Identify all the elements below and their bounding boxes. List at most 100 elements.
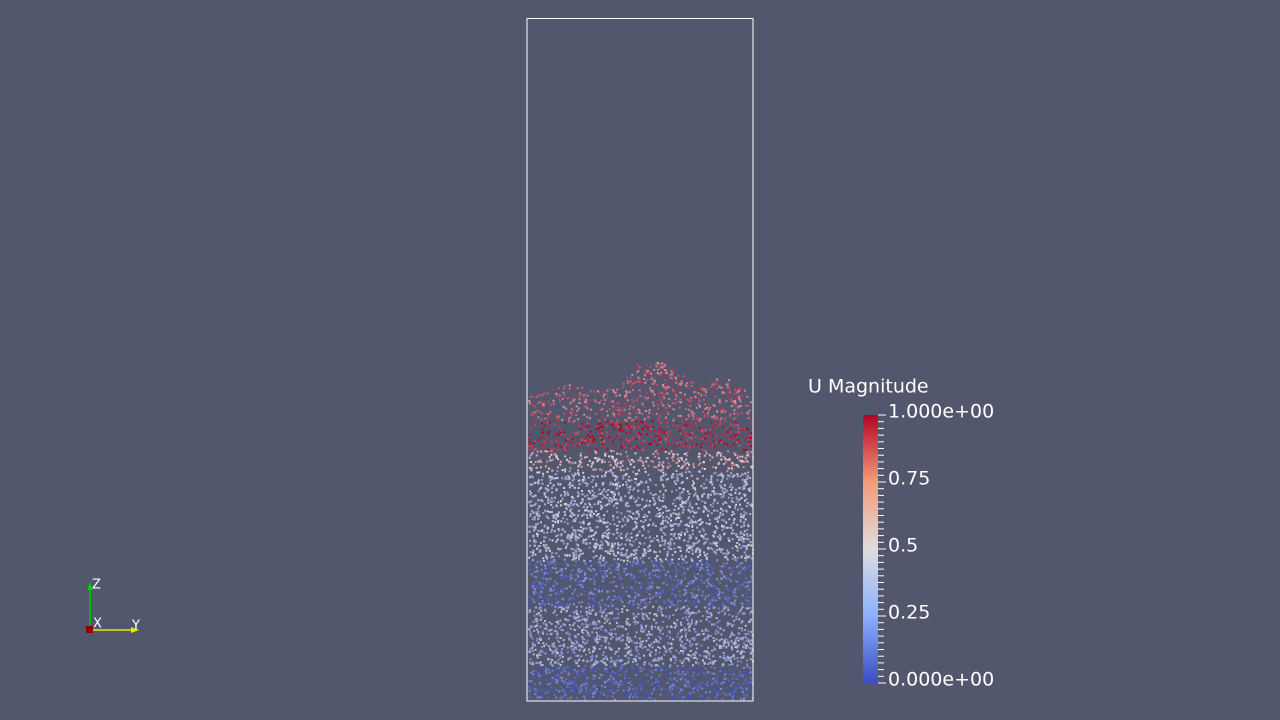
particle [700,667,703,670]
particle [682,465,684,468]
particle [542,557,545,560]
particle [563,643,566,646]
particle [537,654,540,657]
particle [691,580,694,582]
particle [594,547,597,550]
particle [730,689,733,692]
particle [681,573,684,576]
particle [750,436,753,439]
particle [592,570,595,573]
particle [671,626,674,629]
particle [576,409,579,412]
particle [547,467,550,470]
particle [592,646,595,649]
particle [676,576,678,579]
particle [701,388,704,391]
particle [638,582,641,584]
particle [691,506,694,509]
particle [554,655,557,658]
particle [605,664,608,666]
particle [703,414,706,417]
particle [548,511,551,513]
particle [532,551,535,554]
particle [572,475,575,478]
particle [745,672,748,675]
particle [734,567,737,569]
particle [663,653,666,656]
particle [535,566,538,569]
particle [580,593,583,596]
particle [578,580,580,583]
particle [571,689,574,692]
particle [731,467,733,470]
particle [680,401,682,404]
particle [586,483,589,485]
particle [641,402,644,405]
particle [653,613,656,616]
particle [686,653,689,656]
particle [740,496,743,499]
particle [702,537,705,540]
particle [554,670,557,672]
particle [743,484,746,487]
particle [629,639,632,642]
particle [678,498,681,501]
particle [744,559,747,562]
particle [742,449,745,452]
particle [650,581,653,584]
particle [548,683,551,686]
particle [727,395,730,398]
particle [601,575,604,578]
particle [590,390,593,393]
particle [638,594,641,597]
particle [624,495,627,498]
particle [539,618,542,621]
particle [599,672,602,675]
particle [558,425,561,428]
particle [656,539,659,541]
particle [618,597,621,600]
particle [730,526,733,529]
particle [653,465,656,468]
particle [703,598,706,601]
particle [593,512,595,515]
particle [665,378,668,381]
particle [647,370,650,372]
particle [594,639,597,641]
particle [602,658,605,661]
particle [712,690,715,693]
particle [629,488,632,491]
particle [684,643,687,645]
particle [671,474,674,477]
particle [740,608,743,611]
particle [559,431,562,434]
particle [624,402,627,405]
particle [648,557,651,560]
particle [583,683,586,686]
particle [582,478,584,481]
particle [620,668,623,671]
particle [559,460,562,463]
particle [590,670,593,673]
particle [701,594,704,597]
particle [601,415,604,418]
particle [706,580,709,583]
particle [626,565,629,567]
particle [732,521,735,524]
particle [727,459,729,461]
particle [657,469,660,472]
particle [632,549,635,552]
particle [686,477,689,480]
particle [537,439,540,442]
particle [528,456,531,459]
particle [555,477,558,480]
particle [662,395,665,398]
particle [720,577,723,580]
particle [556,592,559,595]
particle [626,652,629,655]
particle [702,671,705,674]
particle [669,685,672,688]
particle [680,581,683,584]
particle [658,499,661,502]
particle [571,532,574,535]
